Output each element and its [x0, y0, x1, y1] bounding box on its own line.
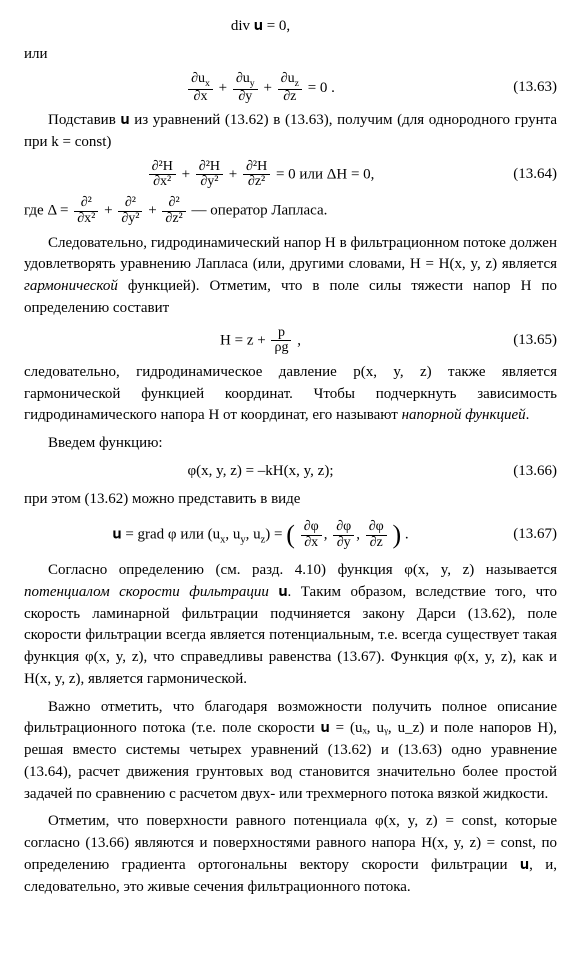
em-potential: потенциалом скорости фильтрации [24, 584, 269, 600]
equation-body: φ(x, y, z) = –kH(x, y, z); [24, 461, 497, 483]
equation-13-64: ∂²H∂x² + ∂²H∂y² + ∂²H∂z² = 0 или ΔH = 0,… [24, 160, 557, 190]
equation-number: (13.67) [497, 524, 557, 546]
paragraph-5: Введем функцию: [24, 433, 557, 455]
equation-tail: = 0 . [308, 79, 335, 95]
text-or: или [24, 44, 557, 66]
paragraph-6: при этом (13.62) можно представить в вид… [24, 489, 557, 511]
equation-div-u: div 𝐮 = 0, [24, 16, 557, 38]
frac-duy-dy: ∂uy ∂y [233, 72, 258, 105]
frac-d2h-dy2: ∂²H∂y² [196, 160, 223, 190]
paragraph-7: Согласно определению (см. разд. 4.10) фу… [24, 560, 557, 691]
paragraph-9: Отметим, что поверхности равного потенци… [24, 811, 557, 898]
paragraph-laplace: где Δ = ∂²∂x² + ∂²∂y² + ∂²∂z² — оператор… [24, 196, 557, 226]
equation-13-67: 𝐮 = grad φ или (ux, uy, uz) = ( ∂φ∂x , ∂… [24, 516, 557, 554]
equation-body: 𝐮 = grad φ или (ux, uy, uz) = ( ∂φ∂x , ∂… [24, 516, 497, 554]
equation-mid: = 0 или ΔH = 0, [276, 166, 374, 182]
paragraph-8: Важно отметить, что благодаря возможност… [24, 697, 557, 806]
frac-dphi-dy: ∂φ∂y [333, 520, 354, 550]
equation-13-65: H = z + pρg , (13.65) [24, 326, 557, 356]
paragraph-3: Следовательно, гидродинамический напор H… [24, 233, 557, 320]
frac-d2h-dz2: ∂²H∂z² [243, 160, 270, 190]
equation-body: ∂²H∂x² + ∂²H∂y² + ∂²H∂z² = 0 или ΔH = 0, [24, 160, 497, 190]
paragraph-4: следовательно, гидродинамическое давлени… [24, 362, 557, 427]
em-napor-func: напорной функцией [402, 407, 526, 423]
equation-body: div 𝐮 = 0, [24, 16, 497, 38]
paragraph-1: Подставив 𝐮 из уравнений (13.62) в (13.6… [24, 110, 557, 154]
equation-13-66: φ(x, y, z) = –kH(x, y, z); (13.66) [24, 461, 557, 483]
equation-number: (13.64) [497, 164, 557, 186]
equation-number: (13.63) [497, 77, 557, 99]
frac-d2h-dx2: ∂²H∂x² [149, 160, 176, 190]
equation-13-63: ∂ux ∂x + ∂uy ∂y + ∂uz ∂z = 0 . (13.63) [24, 72, 557, 105]
equation-body: H = z + pρg , [24, 326, 497, 356]
frac-dphi-dz: ∂φ∂z [366, 520, 387, 550]
frac-d2-dy2: ∂²∂y² [118, 196, 142, 226]
equation-body: ∂ux ∂x + ∂uy ∂y + ∂uz ∂z = 0 . [24, 72, 497, 105]
frac-dux-dx: ∂ux ∂x [188, 72, 213, 105]
em-harmonic: гармонической [24, 278, 118, 294]
left-paren-icon: ( [286, 520, 295, 549]
frac-d2-dx2: ∂²∂x² [74, 196, 98, 226]
equation-number: (13.66) [497, 461, 557, 483]
right-paren-icon: ) [392, 520, 401, 549]
equation-number: (13.65) [497, 330, 557, 352]
frac-duz-dz: ∂uz ∂z [278, 72, 302, 105]
frac-d2-dz2: ∂²∂z² [162, 196, 185, 226]
frac-p-rhog: pρg [271, 326, 291, 356]
frac-dphi-dx: ∂φ∂x [301, 520, 322, 550]
